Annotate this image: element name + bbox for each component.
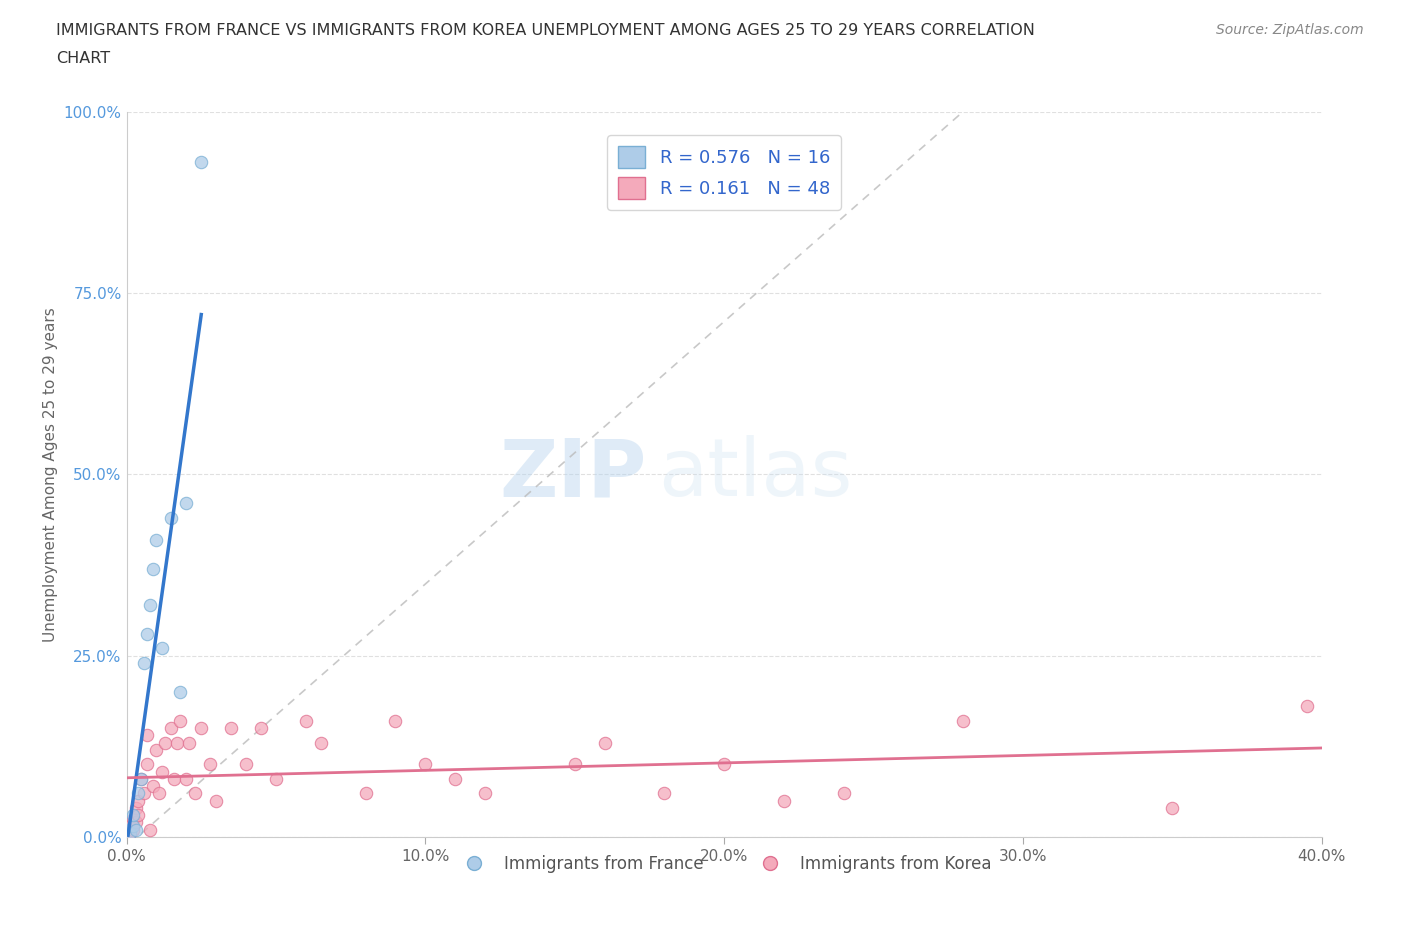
Text: IMMIGRANTS FROM FRANCE VS IMMIGRANTS FROM KOREA UNEMPLOYMENT AMONG AGES 25 TO 29: IMMIGRANTS FROM FRANCE VS IMMIGRANTS FRO… bbox=[56, 23, 1035, 38]
Point bbox=[384, 713, 406, 728]
Point bbox=[127, 808, 149, 823]
Point bbox=[139, 597, 162, 612]
Point bbox=[169, 713, 191, 728]
Point bbox=[773, 793, 796, 808]
Point bbox=[163, 772, 186, 787]
Point bbox=[139, 822, 162, 837]
Point bbox=[200, 757, 222, 772]
Point bbox=[564, 757, 586, 772]
Point bbox=[174, 496, 197, 511]
Point bbox=[713, 757, 735, 772]
Point bbox=[174, 772, 197, 787]
Point bbox=[121, 822, 143, 837]
Point bbox=[1295, 699, 1317, 714]
Point bbox=[264, 772, 287, 787]
Point bbox=[309, 736, 332, 751]
Point bbox=[136, 627, 159, 642]
Point bbox=[155, 736, 177, 751]
Point bbox=[127, 793, 149, 808]
Point bbox=[474, 786, 496, 801]
Point bbox=[136, 728, 159, 743]
Point bbox=[832, 786, 855, 801]
Point bbox=[148, 786, 170, 801]
Point bbox=[179, 736, 201, 751]
Point bbox=[134, 786, 156, 801]
Point bbox=[121, 818, 143, 833]
Point bbox=[136, 757, 159, 772]
Point bbox=[354, 786, 377, 801]
Point bbox=[219, 721, 242, 736]
Point bbox=[184, 786, 207, 801]
Point bbox=[142, 778, 165, 793]
Point bbox=[1161, 801, 1184, 816]
Point bbox=[145, 742, 167, 757]
Point bbox=[131, 772, 153, 787]
Point bbox=[124, 815, 146, 830]
Point bbox=[166, 736, 188, 751]
Point bbox=[118, 826, 141, 841]
Point bbox=[160, 511, 183, 525]
Point bbox=[124, 801, 146, 816]
Point bbox=[415, 757, 437, 772]
Point bbox=[652, 786, 675, 801]
Point bbox=[118, 826, 141, 841]
Legend: Immigrants from France, Immigrants from Korea: Immigrants from France, Immigrants from … bbox=[450, 848, 998, 880]
Point bbox=[294, 713, 316, 728]
Point bbox=[121, 811, 143, 827]
Point bbox=[131, 772, 153, 787]
Point bbox=[593, 736, 616, 751]
Point bbox=[190, 721, 212, 736]
Point bbox=[952, 713, 974, 728]
Point bbox=[127, 786, 149, 801]
Point bbox=[160, 721, 183, 736]
Point bbox=[145, 532, 167, 547]
Point bbox=[118, 818, 141, 833]
Point bbox=[124, 822, 146, 837]
Point bbox=[205, 793, 228, 808]
Point bbox=[134, 656, 156, 671]
Point bbox=[121, 808, 143, 823]
Text: ZIP: ZIP bbox=[499, 435, 647, 513]
Point bbox=[190, 155, 212, 170]
Text: CHART: CHART bbox=[56, 51, 110, 66]
Point bbox=[235, 757, 257, 772]
Text: atlas: atlas bbox=[658, 435, 852, 513]
Point bbox=[250, 721, 273, 736]
Point bbox=[444, 772, 467, 787]
Point bbox=[169, 684, 191, 699]
Text: Source: ZipAtlas.com: Source: ZipAtlas.com bbox=[1216, 23, 1364, 37]
Point bbox=[152, 641, 174, 656]
Point bbox=[152, 764, 174, 779]
Y-axis label: Unemployment Among Ages 25 to 29 years: Unemployment Among Ages 25 to 29 years bbox=[44, 307, 58, 642]
Point bbox=[142, 561, 165, 576]
